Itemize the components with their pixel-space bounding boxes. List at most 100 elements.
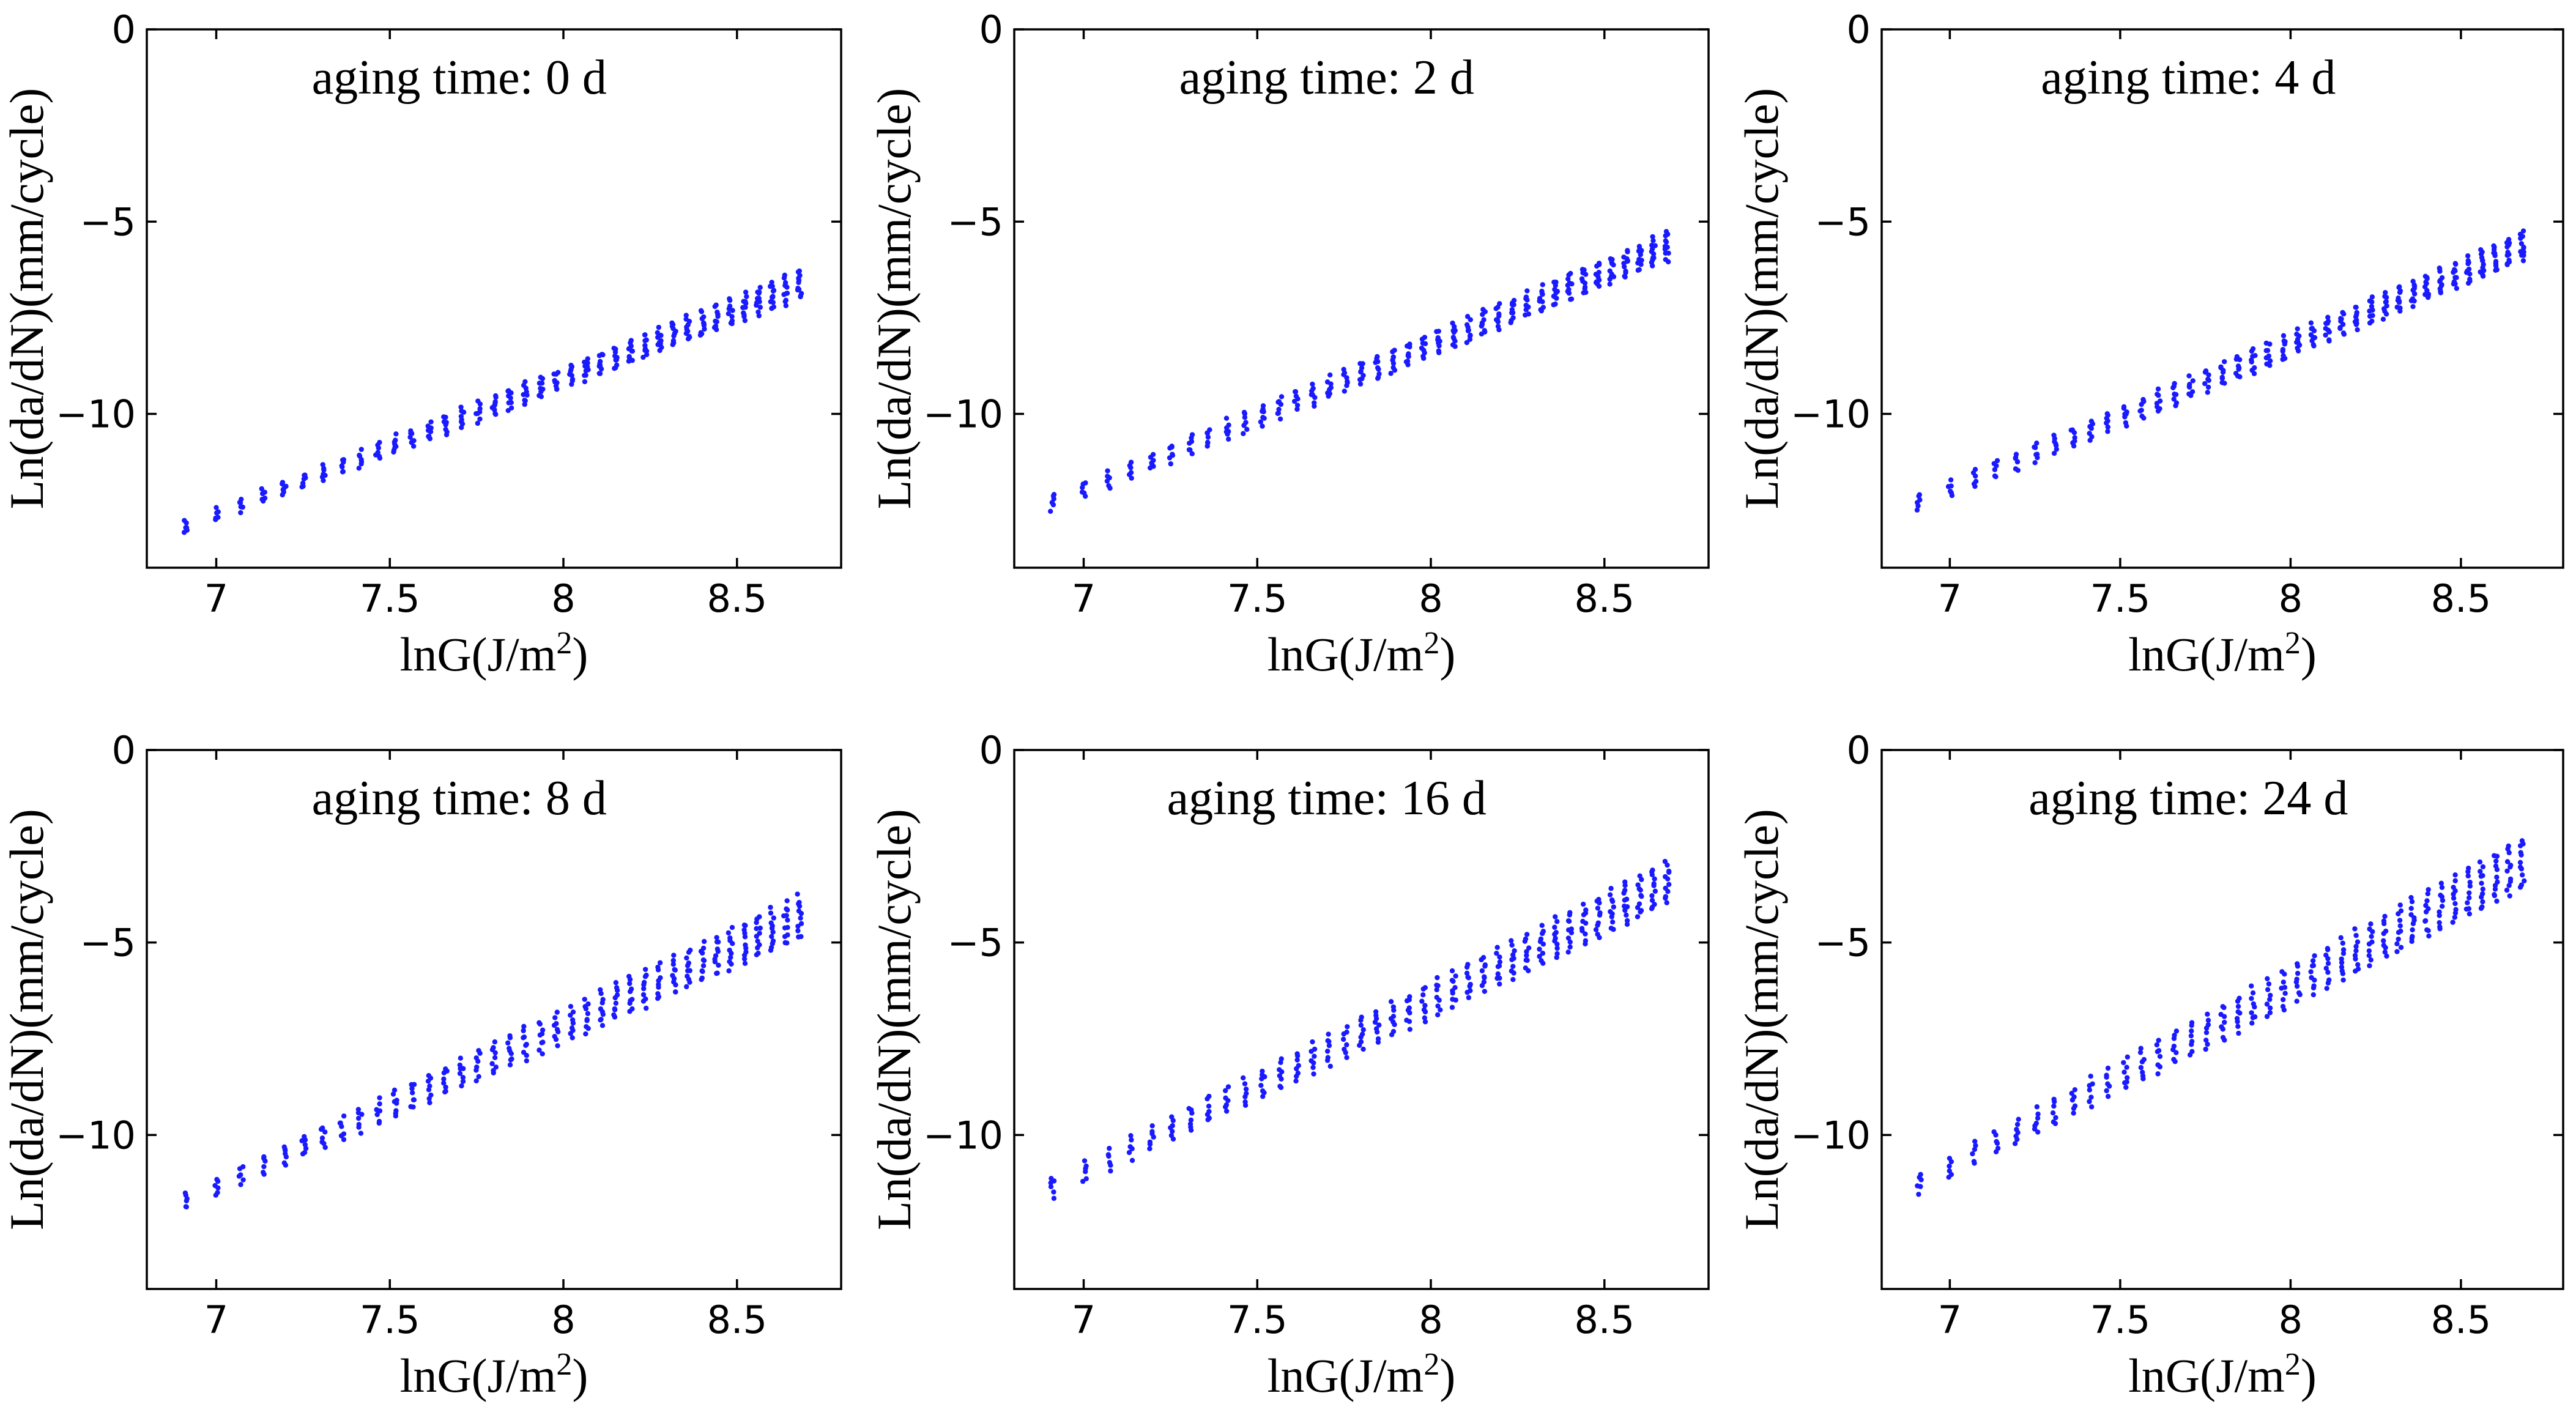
data-point <box>1651 881 1657 886</box>
data-point <box>427 1100 432 1105</box>
data-point <box>2478 247 2484 253</box>
data-point <box>2478 269 2483 275</box>
data-point <box>2381 918 2387 924</box>
data-point <box>1580 918 1586 924</box>
data-point <box>796 899 802 905</box>
data-point <box>261 1164 267 1170</box>
data-point <box>643 996 648 1002</box>
y-axis-label: Ln(da/dN)(mm/cycle) <box>867 88 921 510</box>
data-point <box>1243 1086 1249 1092</box>
data-point <box>2221 358 2227 365</box>
data-point <box>1051 492 1057 497</box>
data-point <box>2394 949 2400 954</box>
data-point <box>426 1073 432 1079</box>
data-point <box>1595 920 1601 926</box>
data-point <box>1995 1145 2001 1151</box>
data-point <box>2265 976 2270 982</box>
data-point <box>321 471 326 477</box>
data-point <box>2340 977 2346 983</box>
scatter-series <box>1915 838 2527 1197</box>
data-point <box>1553 914 1558 919</box>
data-point <box>1664 900 1669 905</box>
plot-frame <box>1013 749 1710 1290</box>
data-point <box>713 302 719 308</box>
data-point <box>214 1176 220 1183</box>
data-point <box>1358 1039 1364 1045</box>
data-point <box>727 959 732 965</box>
data-point <box>2311 343 2317 349</box>
data-point <box>784 940 790 946</box>
data-point <box>524 1041 529 1047</box>
data-point <box>1552 286 1557 292</box>
data-point <box>521 1050 527 1055</box>
data-point <box>2410 296 2416 302</box>
data-point <box>1325 1055 1331 1060</box>
data-point <box>2282 984 2288 990</box>
data-point <box>641 986 647 992</box>
x-tick-label: 8.5 <box>707 1298 767 1342</box>
data-point <box>2424 898 2430 904</box>
data-point <box>1621 254 1627 260</box>
data-point <box>582 997 587 1002</box>
panel-annotation: aging time: 16 d <box>1167 771 1487 825</box>
plot-frame <box>1013 28 1710 569</box>
data-point <box>240 1164 246 1170</box>
panel-annotation: aging time: 2 d <box>1179 51 1474 105</box>
data-point <box>1597 910 1603 916</box>
data-point <box>2491 853 2497 858</box>
data-point <box>1581 267 1587 273</box>
data-point <box>2480 873 2485 878</box>
data-point <box>1523 936 1529 942</box>
y-tick-label: 0 <box>979 728 1003 773</box>
data-point <box>2424 927 2430 933</box>
data-point <box>612 1006 618 1012</box>
data-point <box>356 466 362 471</box>
data-point <box>2123 1085 2129 1090</box>
data-point <box>2155 392 2160 397</box>
data-point <box>688 948 693 953</box>
data-point <box>1127 1144 1133 1149</box>
data-point <box>714 319 719 325</box>
data-point <box>2281 353 2286 358</box>
data-point <box>2104 1072 2109 1078</box>
data-point <box>2032 460 2038 466</box>
data-point <box>1390 365 1396 371</box>
data-point <box>769 934 774 940</box>
data-point <box>2382 949 2388 955</box>
data-point <box>2453 261 2459 267</box>
data-point <box>1595 932 1600 937</box>
data-point <box>1497 954 1502 960</box>
data-point <box>2366 953 2372 959</box>
data-point <box>1510 964 1516 969</box>
data-point <box>1359 1014 1364 1020</box>
data-point <box>2517 860 2523 866</box>
data-point <box>262 496 268 501</box>
data-point <box>1663 874 1668 880</box>
data-point <box>555 369 561 376</box>
data-point <box>1464 970 1470 976</box>
data-point <box>536 381 543 386</box>
data-point <box>457 1062 463 1068</box>
data-point <box>356 1121 362 1127</box>
data-point <box>1223 1102 1230 1108</box>
data-point <box>2438 880 2444 886</box>
data-point <box>2518 882 2525 888</box>
data-point <box>473 1078 479 1084</box>
data-point <box>1325 1038 1331 1044</box>
data-point <box>1565 276 1571 282</box>
data-point <box>1565 949 1571 955</box>
data-point <box>2033 451 2039 458</box>
data-point <box>1169 1114 1175 1120</box>
data-point <box>2383 290 2388 295</box>
data-point <box>2454 286 2460 291</box>
data-point <box>2397 305 2403 311</box>
x-tick-label: 8 <box>2279 576 2303 621</box>
data-point <box>1479 968 1485 974</box>
data-point <box>2125 1054 2130 1060</box>
data-point <box>644 337 649 343</box>
data-point <box>727 935 733 941</box>
x-tick-label: 7 <box>204 576 228 621</box>
data-point <box>1623 268 1628 274</box>
data-point <box>714 935 719 940</box>
data-point <box>1496 963 1502 969</box>
